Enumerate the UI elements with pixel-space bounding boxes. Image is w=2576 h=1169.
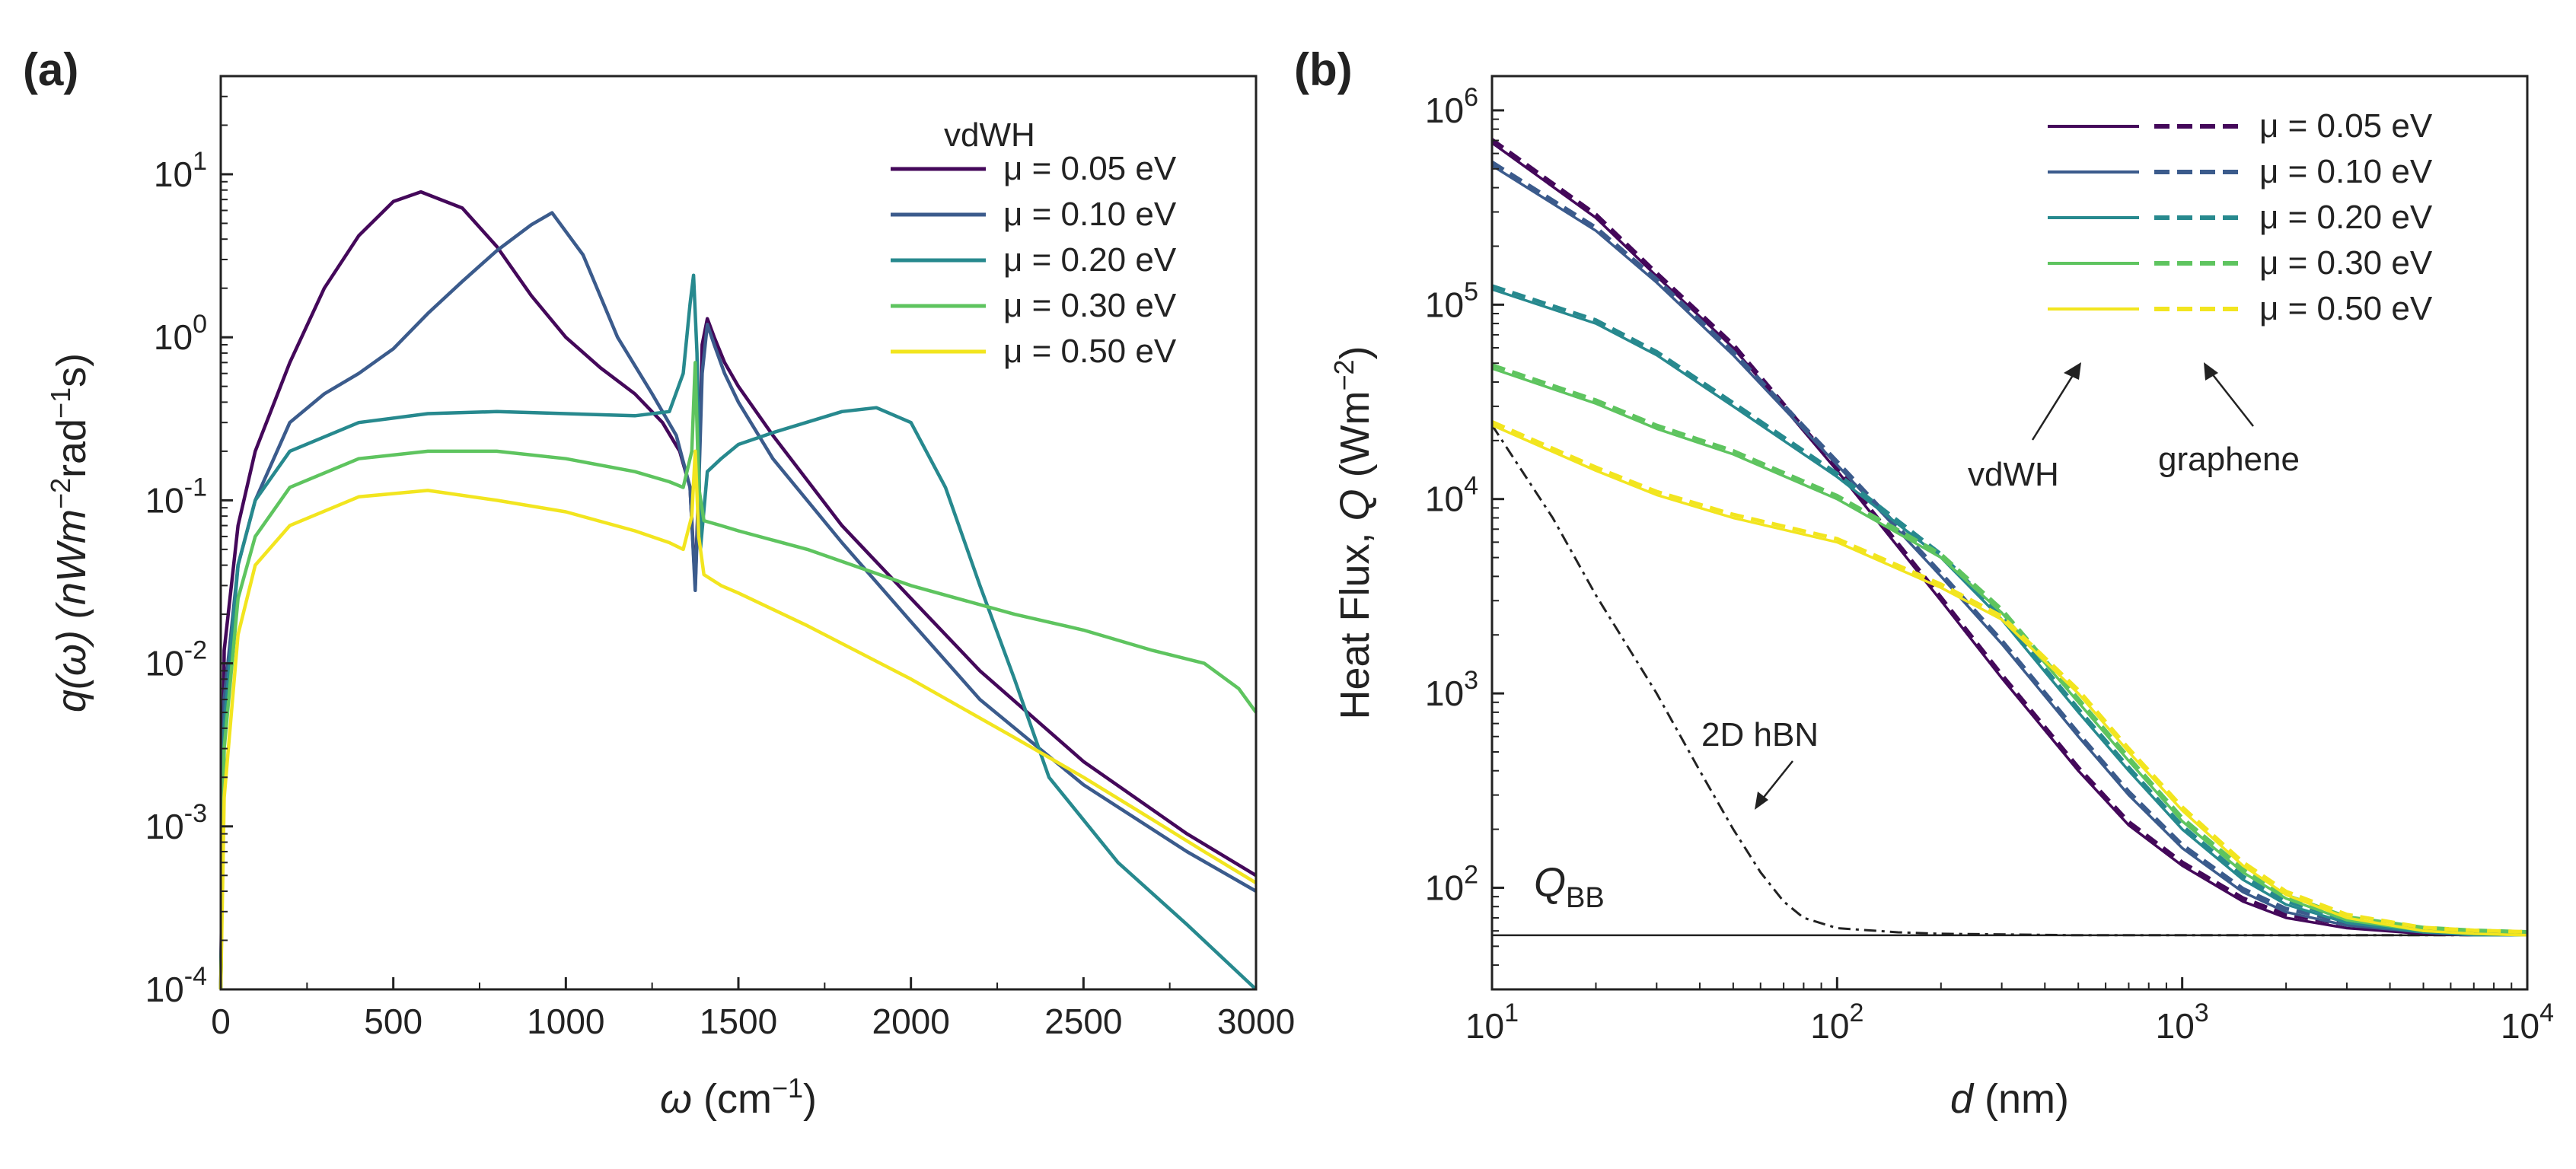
b-legend-label: μ = 0.50 eV xyxy=(2259,290,2433,327)
a-series-line-3 xyxy=(218,361,1258,990)
panel-a-series-group xyxy=(218,190,1258,991)
a-xtick-label: 0 xyxy=(211,1002,231,1041)
hbn-line xyxy=(1490,424,2527,937)
a-series-line-0 xyxy=(218,190,1258,990)
b-ytick-label: 105 xyxy=(1425,277,1478,324)
b-legend-label: μ = 0.20 eV xyxy=(2259,199,2433,236)
b-ytick-label: 103 xyxy=(1425,666,1478,713)
hbn-arrow xyxy=(1761,760,1793,800)
panel-a-label: (a) xyxy=(23,44,78,95)
panel-b-series-group xyxy=(1490,138,2528,937)
a-xtick-label: 2000 xyxy=(872,1002,949,1041)
a-xtick-label: 500 xyxy=(364,1002,422,1041)
b-xtick-label: 103 xyxy=(2156,999,2209,1046)
a-series-line-2 xyxy=(218,273,1258,991)
b-legend-label: μ = 0.30 eV xyxy=(2259,244,2433,282)
b-xtick-label: 102 xyxy=(1810,999,1863,1046)
a-xtick-label: 3000 xyxy=(1217,1002,1295,1041)
b-legend-label: μ = 0.10 eV xyxy=(2259,153,2433,190)
b-ytick-label: 104 xyxy=(1425,472,1478,519)
legend-caption-graphene: graphene xyxy=(2158,441,2300,478)
b-legend-label: μ = 0.05 eV xyxy=(2259,107,2433,145)
b-series-dashed-2 xyxy=(1491,284,2527,934)
panel-b-ylabel: Heat Flux, Q (Wm−2) xyxy=(1328,346,1378,719)
a-legend-label: μ = 0.05 eV xyxy=(1003,150,1177,187)
b-series-solid-4 xyxy=(1491,423,2528,937)
a-series-line-4 xyxy=(218,449,1258,990)
b-ytick-label: 102 xyxy=(1425,860,1478,907)
panel-b-frame xyxy=(1490,75,2529,991)
a-ytick-label: 100 xyxy=(154,310,207,357)
panel-b-xlabel: d (nm) xyxy=(1950,1076,2069,1122)
b-series-dashed-3 xyxy=(1491,363,2528,934)
hbn-arrowhead xyxy=(1755,792,1768,810)
panel-b-label: (b) xyxy=(1294,44,1353,95)
a-ytick-label: 10-2 xyxy=(145,636,207,683)
a-xtick-label: 1500 xyxy=(700,1002,777,1041)
graphene-arrowhead xyxy=(2204,362,2218,381)
a-legend-label: μ = 0.50 eV xyxy=(1003,333,1177,370)
hbn-label: 2D hBN xyxy=(1701,716,1819,753)
panel-a-xlabel: ω (cm−1) xyxy=(660,1072,817,1122)
b-xtick-label: 104 xyxy=(2501,999,2554,1046)
a-legend-label: μ = 0.30 eV xyxy=(1003,287,1177,324)
a-xtick-label: 2500 xyxy=(1044,1002,1122,1041)
b-series-dashed-4 xyxy=(1490,420,2528,934)
panel-a-legend: vdWH μ = 0.05 eV μ = 0.10 eV μ = 0.20 eV μ … xyxy=(891,116,1177,370)
a-ytick-label: 10-4 xyxy=(145,962,207,1009)
legend-title: vdWH xyxy=(944,116,1035,154)
panel-a-ylabel: q(ω) (nWm−2rad−1s) xyxy=(45,353,94,712)
a-series-line-1 xyxy=(218,211,1258,990)
vdwh-arrow xyxy=(2031,372,2076,441)
a-ytick-label: 101 xyxy=(154,147,207,194)
qbb-label: QBB xyxy=(1534,860,1605,914)
a-legend-label: μ = 0.20 eV xyxy=(1003,241,1177,279)
a-xtick-label: 1000 xyxy=(527,1002,604,1041)
b-xtick-label: 101 xyxy=(1465,999,1519,1046)
panel-b-chart: 101 102 103 104 102 103 104 105 106 Heat Flux, Q… xyxy=(1328,75,2554,1122)
a-ytick-label: 10-1 xyxy=(145,473,207,520)
panel-a-chart: 0 500 1000 1500 2000 2500 3000 10-4 10-3 10-2 10-1… xyxy=(45,75,1295,1122)
panel-b-legend: μ = 0.05 eV μ = 0.10 eV μ = 0.20 eV μ = 0.3… xyxy=(1968,107,2433,493)
a-legend-label: μ = 0.10 eV xyxy=(1003,196,1177,233)
b-series-solid-2 xyxy=(1491,288,2527,937)
graphene-arrow xyxy=(2211,372,2254,427)
b-series-solid-0 xyxy=(1490,142,2527,937)
vdwh-arrowhead xyxy=(2064,362,2081,380)
legend-caption-vdwh: vdWH xyxy=(1968,456,2059,493)
a-ytick-label: 10-3 xyxy=(145,799,207,846)
b-ytick-label: 106 xyxy=(1425,83,1478,130)
